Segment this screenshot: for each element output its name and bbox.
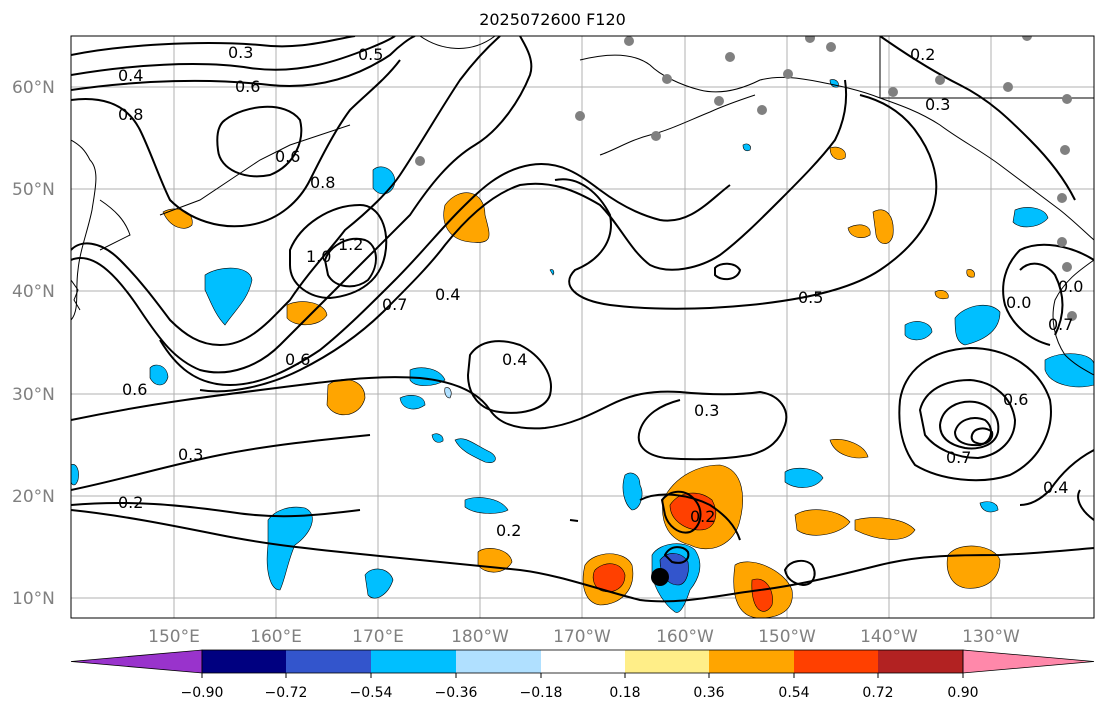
contour-label: 0.5 xyxy=(358,45,383,64)
contour-label: 0.7 xyxy=(382,295,407,314)
lon-label: 180°W xyxy=(451,627,509,647)
contour-label: 0.8 xyxy=(310,173,335,192)
lon-label: 140°W xyxy=(860,627,918,647)
contour-label: 0.2 xyxy=(690,507,715,526)
contour-label: 0.6 xyxy=(235,77,260,96)
map-title: 2025072600 F120 xyxy=(479,10,626,29)
lat-label: 30°N xyxy=(12,385,55,405)
lon-label: 130°W xyxy=(962,627,1020,647)
colorbar-tick-labels: −0.90 −0.72 −0.54 −0.36 −0.18 0.18 0.36 … xyxy=(181,685,979,701)
colorbar-extend-low xyxy=(70,649,203,674)
colorbar-tick-label: 0.18 xyxy=(609,685,640,701)
storm-center-marker xyxy=(651,568,669,586)
contour-label: 0.3 xyxy=(178,445,203,464)
colorbar-tick-label: 0.72 xyxy=(862,685,893,701)
contour-label: 0.8 xyxy=(118,105,143,124)
contour-label: 0.7 xyxy=(946,448,971,467)
contour-label: 0.3 xyxy=(694,401,719,420)
colorbar-tick-label: −0.72 xyxy=(265,685,308,701)
colorbar-cell xyxy=(286,650,371,673)
colorbar-tick-label: −0.54 xyxy=(350,685,393,701)
lon-label: 170°W xyxy=(553,627,611,647)
colorbar-cell xyxy=(794,650,878,673)
contour-label: 0.4 xyxy=(502,350,527,369)
contour-label: 0.5 xyxy=(798,288,823,307)
contour-label: 0.4 xyxy=(435,285,460,304)
lon-label: 170°E xyxy=(352,627,404,647)
colorbar-tick-label: 0.36 xyxy=(693,685,724,701)
lat-label: 20°N xyxy=(12,487,55,507)
contour-label: 0.6 xyxy=(1003,390,1028,409)
contour-label: 1.0 xyxy=(306,247,331,266)
colorbar-tick-label: −0.36 xyxy=(435,685,478,701)
colorbar-cell xyxy=(456,650,541,673)
colorbar-cells xyxy=(70,649,1095,674)
lon-label: 160°E xyxy=(250,627,302,647)
latitude-labels: 60°N 50°N 40°N 30°N 20°N 10°N xyxy=(12,78,55,609)
colorbar-tick-label: 0.54 xyxy=(778,685,809,701)
lon-label: 150°E xyxy=(148,627,200,647)
contour-labels: 0.3 0.4 0.5 0.6 0.8 0.6 0.8 1.0 1.2 0.7 … xyxy=(118,43,1083,540)
contour-label: 0.3 xyxy=(228,43,253,62)
contour-label: 0.3 xyxy=(925,95,950,114)
colorbar-tick-label: 0.90 xyxy=(947,685,978,701)
colorbar-tick-label: −0.18 xyxy=(520,685,563,701)
colorbar-cell xyxy=(202,650,286,673)
contour-label: 0.2 xyxy=(910,45,935,64)
colorbar-tick-label: −0.90 xyxy=(181,685,224,701)
colorbar-cell xyxy=(878,650,963,673)
contour-label: 0.4 xyxy=(1043,478,1068,497)
lon-label: 160°W xyxy=(656,627,714,647)
colorbar-ticks xyxy=(201,673,964,678)
contour-label: 0.0 xyxy=(1058,277,1083,296)
colorbar-cell xyxy=(371,650,456,673)
contour-label: 0.4 xyxy=(118,66,143,85)
lat-label: 40°N xyxy=(12,282,55,302)
contour-label: 0.2 xyxy=(496,521,521,540)
colorbar-cell xyxy=(625,650,709,673)
lon-label: 150°W xyxy=(758,627,816,647)
colorbar-cell xyxy=(541,650,625,673)
colorbar-outline xyxy=(201,649,964,674)
longitude-labels: 150°E 160°E 170°E 180°W 170°W 160°W 150°… xyxy=(148,627,1020,647)
contour-label: 0.6 xyxy=(285,350,310,369)
observation-points xyxy=(415,36,1077,321)
contour-label: 0.0 xyxy=(1006,293,1031,312)
contour-label: 0.2 xyxy=(118,493,143,512)
map-frame xyxy=(70,35,1095,619)
map-panel: 0.3 0.4 0.5 0.6 0.8 0.6 0.8 1.0 1.2 0.7 … xyxy=(70,35,1095,619)
contour-label: 0.6 xyxy=(122,380,147,399)
contour-label: 0.7 xyxy=(1048,315,1073,334)
lat-label: 60°N xyxy=(12,78,55,98)
contour-label: 0.6 xyxy=(275,147,300,166)
contours xyxy=(71,36,1094,603)
colorbar-extend-high xyxy=(962,649,1095,674)
lat-label: 10°N xyxy=(12,589,55,609)
lat-label: 50°N xyxy=(12,180,55,200)
colorbar: −0.90 −0.72 −0.54 −0.36 −0.18 0.18 0.36 … xyxy=(70,649,1095,701)
contour-label: 1.2 xyxy=(338,235,363,254)
colorbar-cell xyxy=(709,650,794,673)
